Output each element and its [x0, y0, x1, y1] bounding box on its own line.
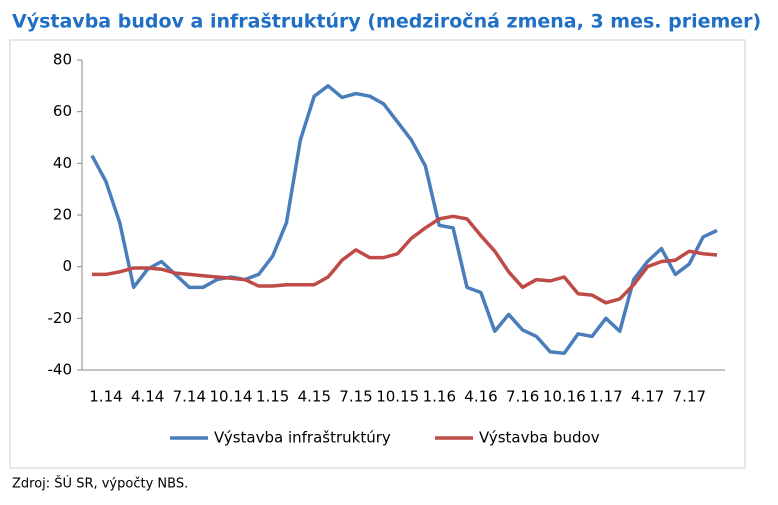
chart-title: Výstavba budov a infraštruktúry (medziro…	[12, 11, 761, 33]
legend-label: Výstavba infraštruktúry	[214, 429, 391, 447]
y-tick-label: -20	[48, 309, 73, 327]
x-tick-label: 1.16	[423, 388, 456, 406]
x-tick-label: 10.15	[376, 388, 419, 406]
x-tick-label: 1.17	[589, 388, 622, 406]
x-tick-label: 4.15	[298, 388, 331, 406]
legend-label: Výstavba budov	[479, 429, 600, 447]
x-tick-label: 4.17	[631, 388, 664, 406]
y-tick-label: 40	[53, 154, 72, 172]
x-tick-label: 1.15	[256, 388, 289, 406]
x-tick-label: 4.16	[464, 388, 497, 406]
x-tick-label: 7.14	[173, 388, 206, 406]
x-tick-label: 7.16	[506, 388, 539, 406]
x-tick-label: 10.16	[543, 388, 586, 406]
source: Zdroj: ŠÚ SR, výpočty NBS.	[12, 476, 188, 492]
y-tick-label: 0	[62, 257, 72, 275]
series-line	[92, 214, 718, 305]
plot-frame	[9, 39, 746, 469]
x-tick-label: 4.14	[131, 388, 164, 406]
y-tick-label: 20	[53, 206, 72, 224]
x-tick-label: 10.14	[210, 388, 253, 406]
x-tick-label: 7.17	[673, 388, 706, 406]
x-tick-label: 1.14	[89, 388, 122, 406]
y-tick-label: 80	[53, 51, 72, 69]
x-tick-label: 7.15	[339, 388, 372, 406]
series-line	[90, 84, 718, 355]
y-tick-label: -40	[48, 361, 73, 379]
y-tick-label: 60	[53, 102, 72, 120]
